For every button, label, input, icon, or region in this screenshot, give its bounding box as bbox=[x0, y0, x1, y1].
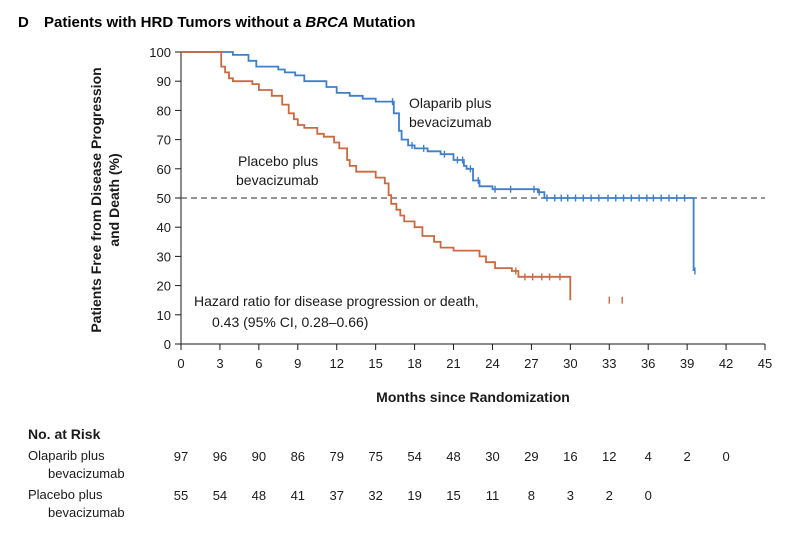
placebo-curve-label-line2: bevacizumab bbox=[236, 172, 319, 188]
y-tick-label: 20 bbox=[157, 279, 171, 294]
risk-value: 41 bbox=[291, 488, 305, 503]
y-tick-label: 70 bbox=[157, 133, 171, 148]
risk-value: 48 bbox=[446, 449, 460, 464]
risk-value: 12 bbox=[602, 449, 616, 464]
x-tick-label: 24 bbox=[485, 356, 499, 371]
risk-row-olaparib-label-line2: bevacizumab bbox=[48, 466, 125, 481]
risk-value: 2 bbox=[684, 449, 691, 464]
risk-row-placebo-label-line1: Placebo plus bbox=[28, 487, 103, 502]
y-tick-label: 0 bbox=[164, 337, 171, 352]
y-tick-label: 80 bbox=[157, 103, 171, 118]
risk-value: 55 bbox=[174, 488, 188, 503]
risk-value: 90 bbox=[252, 449, 266, 464]
y-tick-label: 10 bbox=[157, 308, 171, 323]
risk-row-placebo-label-line2: bevacizumab bbox=[48, 505, 125, 520]
x-tick-label: 12 bbox=[329, 356, 343, 371]
risk-value: 4 bbox=[645, 449, 652, 464]
olaparib-curve-label-line1: Olaparib plus bbox=[409, 95, 492, 111]
x-tick-label: 39 bbox=[680, 356, 694, 371]
x-tick-label: 18 bbox=[407, 356, 421, 371]
chart-title: Patients with HRD Tumors without a BRCA … bbox=[44, 14, 415, 31]
y-axis-title-line2: and Death (%) bbox=[106, 153, 122, 246]
x-tick-label: 45 bbox=[758, 356, 772, 371]
x-tick-label: 21 bbox=[446, 356, 460, 371]
y-tick-label: 60 bbox=[157, 162, 171, 177]
risk-table-title: No. at Risk bbox=[28, 426, 101, 442]
risk-value: 54 bbox=[407, 449, 421, 464]
x-tick-label: 33 bbox=[602, 356, 616, 371]
x-tick-label: 15 bbox=[368, 356, 382, 371]
hazard-ratio-line1: Hazard ratio for disease progression or … bbox=[194, 293, 479, 309]
risk-value: 48 bbox=[252, 488, 266, 503]
x-axis-title: Months since Randomization bbox=[376, 389, 570, 405]
x-tick-label: 6 bbox=[255, 356, 262, 371]
x-tick-label: 30 bbox=[563, 356, 577, 371]
risk-value: 54 bbox=[213, 488, 227, 503]
risk-value: 16 bbox=[563, 449, 577, 464]
y-tick-label: 100 bbox=[149, 45, 171, 60]
title-part-2: Mutation bbox=[349, 14, 416, 31]
risk-value: 79 bbox=[329, 449, 343, 464]
risk-value: 19 bbox=[407, 488, 421, 503]
y-tick-label: 40 bbox=[157, 220, 171, 235]
y-tick-label: 50 bbox=[157, 191, 171, 206]
x-tick-label: 0 bbox=[177, 356, 184, 371]
x-tick-label: 27 bbox=[524, 356, 538, 371]
panel-letter: D bbox=[18, 14, 29, 31]
y-axis-ticks: 0 10 20 30 40 50 60 70 80 90 100 bbox=[149, 45, 181, 352]
risk-value: 3 bbox=[567, 488, 574, 503]
risk-value: 32 bbox=[368, 488, 382, 503]
risk-value: 30 bbox=[485, 449, 499, 464]
placebo-curve-label-line1: Placebo plus bbox=[238, 153, 318, 169]
risk-value: 86 bbox=[291, 449, 305, 464]
x-tick-label: 42 bbox=[719, 356, 733, 371]
y-tick-label: 30 bbox=[157, 249, 171, 264]
y-axis-title-line1: Patients Free from Disease Progression bbox=[88, 67, 104, 332]
olaparib-curve-label-line2: bevacizumab bbox=[409, 114, 492, 130]
placebo-survival-line bbox=[181, 51, 572, 301]
risk-value: 97 bbox=[174, 449, 188, 464]
risk-value: 2 bbox=[606, 488, 613, 503]
risk-value: 75 bbox=[368, 449, 382, 464]
x-axis-ticks: 0 3 6 9 12 15 18 21 24 27 30 33 36 39 42 45 bbox=[177, 344, 772, 371]
y-tick-label: 90 bbox=[157, 74, 171, 89]
title-part-1: Patients with HRD Tumors without a bbox=[44, 14, 305, 31]
x-tick-label: 36 bbox=[641, 356, 655, 371]
title-part-italic: BRCA bbox=[305, 14, 348, 31]
risk-value: 0 bbox=[722, 449, 729, 464]
risk-value: 15 bbox=[446, 488, 460, 503]
risk-value: 8 bbox=[528, 488, 535, 503]
x-tick-label: 9 bbox=[294, 356, 301, 371]
risk-row-olaparib-label-line1: Olaparib plus bbox=[28, 448, 105, 463]
risk-value: 0 bbox=[645, 488, 652, 503]
x-tick-label: 3 bbox=[216, 356, 223, 371]
hazard-ratio-line2: 0.43 (95% CI, 0.28–0.66) bbox=[212, 314, 368, 330]
risk-value: 11 bbox=[486, 488, 500, 503]
risk-value: 37 bbox=[329, 488, 343, 503]
survival-curves bbox=[181, 51, 696, 304]
risk-table-values: 97 96 90 86 79 75 54 48 30 29 16 12 4 2 055 54 48 41 37 32 1… bbox=[174, 449, 730, 503]
risk-value: 29 bbox=[524, 449, 538, 464]
olaparib-survival-line bbox=[181, 51, 695, 271]
risk-value: 96 bbox=[213, 449, 227, 464]
